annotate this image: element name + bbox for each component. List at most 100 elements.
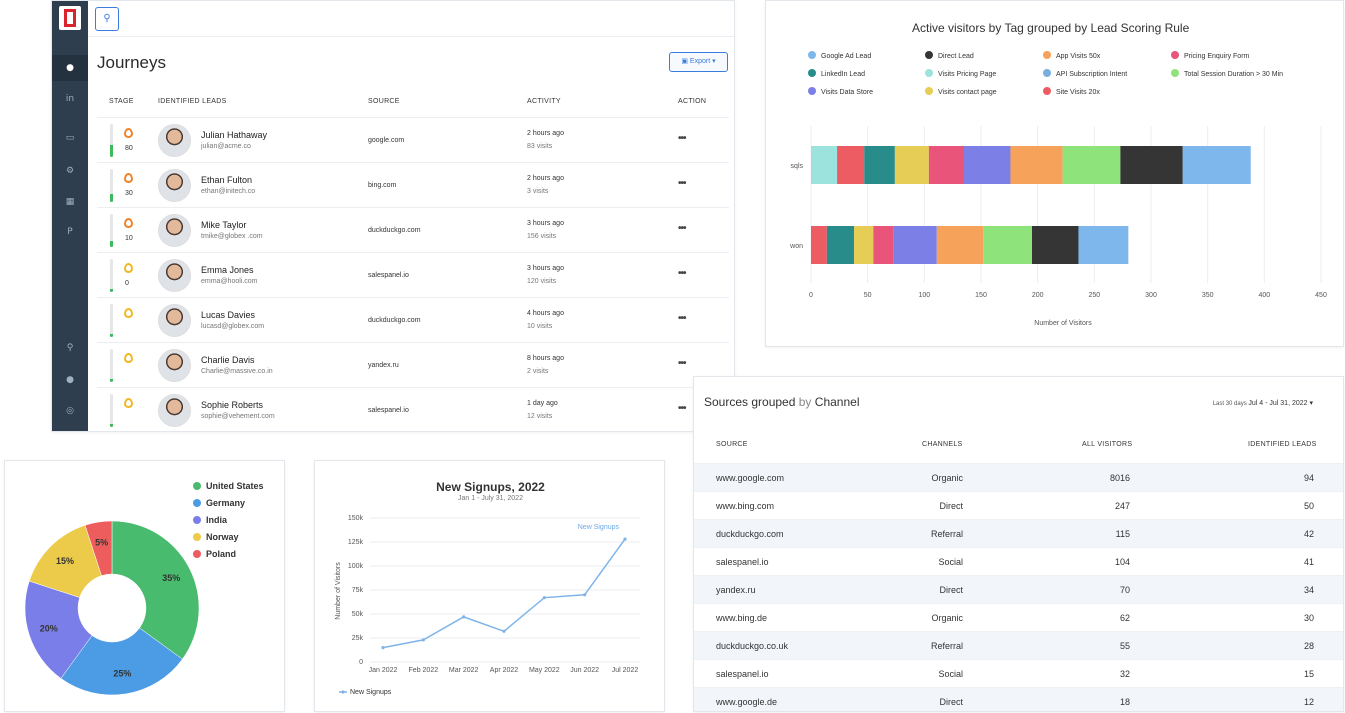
- more-actions-button[interactable]: •••: [678, 223, 686, 234]
- lead-name[interactable]: Emma Jones: [201, 265, 254, 275]
- avatar: [158, 349, 191, 382]
- donut-slice[interactable]: [60, 627, 183, 696]
- lead-row[interactable]: 0 Emma Jones emma@hooli.com salespanel.io 3 …: [97, 252, 729, 297]
- data-point[interactable]: [502, 629, 506, 633]
- donut-slice[interactable]: [111, 520, 200, 660]
- sidebar-help-icon[interactable]: ●: [66, 375, 74, 385]
- activity-visits: 12 visits: [527, 413, 553, 420]
- bar-segment[interactable]: [1120, 146, 1183, 184]
- bar-segment[interactable]: [928, 146, 964, 184]
- bar-segment[interactable]: [864, 146, 895, 184]
- bar-segment[interactable]: [837, 146, 865, 184]
- table-row[interactable]: salespanel.io Social 32 15: [694, 659, 1343, 687]
- x-tick-label: Mar 2022: [449, 667, 479, 674]
- data-point[interactable]: [583, 593, 587, 597]
- lead-name[interactable]: Julian Hathaway: [201, 130, 268, 140]
- avatar: [158, 394, 191, 427]
- bar-segment[interactable]: [811, 146, 838, 184]
- lead-name[interactable]: Charlie Davis: [201, 355, 255, 365]
- table-row[interactable]: salespanel.io Social 104 41: [694, 547, 1343, 575]
- legend-item[interactable]: Visits Pricing Page: [925, 69, 996, 78]
- lead-row[interactable]: 80 Julian Hathaway julian@acme.co google.co…: [97, 117, 729, 162]
- bar-segment[interactable]: [1032, 226, 1079, 264]
- more-actions-button[interactable]: •••: [678, 313, 686, 324]
- more-actions-button[interactable]: •••: [678, 403, 686, 414]
- search-button[interactable]: ⚲: [95, 7, 119, 31]
- date-range-picker[interactable]: Last 30 days Jul 4 - Jul 31, 2022 ▾: [1213, 399, 1313, 407]
- legend-item[interactable]: Direct Lead: [925, 51, 974, 60]
- lead-row[interactable]: 30 Ethan Fulton ethan@initech.co bing.com 2 …: [97, 162, 729, 207]
- sidebar-users-icon[interactable]: ●: [52, 55, 88, 81]
- lead-row[interactable]: 10 Mike Taylor tmike@globex .com duckduckgo…: [97, 207, 729, 252]
- bar-segment[interactable]: [811, 226, 827, 264]
- data-point[interactable]: [462, 615, 466, 619]
- legend-item[interactable]: Norway: [193, 532, 239, 542]
- legend-item[interactable]: Visits Data Store: [808, 87, 873, 96]
- bar-segment[interactable]: [964, 146, 1011, 184]
- legend-item[interactable]: Germany: [193, 498, 245, 508]
- legend-label: Norway: [206, 532, 239, 542]
- export-button[interactable]: ▣ Export ▾: [669, 52, 728, 72]
- lead-name[interactable]: Ethan Fulton: [201, 175, 253, 185]
- bar-segment[interactable]: [1182, 146, 1251, 184]
- activity-visits: 156 visits: [527, 233, 557, 240]
- data-point[interactable]: [421, 638, 425, 642]
- legend-item[interactable]: Total Session Duration > 30 Min: [1171, 69, 1283, 78]
- legend-item[interactable]: LinkedIn Lead: [808, 69, 865, 78]
- bar-segment[interactable]: [1078, 226, 1129, 264]
- more-actions-button[interactable]: •••: [678, 268, 686, 279]
- bar-segment[interactable]: [983, 226, 1032, 264]
- bar-segment[interactable]: [826, 226, 855, 264]
- bar-segment[interactable]: [1010, 146, 1063, 184]
- flame-icon: [124, 218, 133, 228]
- donut-slice[interactable]: [84, 520, 113, 576]
- sidebar-search-icon[interactable]: ⚲: [66, 343, 74, 353]
- legend-item[interactable]: Google Ad Lead: [808, 51, 871, 60]
- bar-segment[interactable]: [854, 226, 874, 264]
- table-row[interactable]: www.google.com Organic 8016 94: [694, 463, 1343, 491]
- legend-item[interactable]: Site Visits 20x: [1043, 87, 1100, 96]
- table-row[interactable]: www.bing.de Organic 62 30: [694, 603, 1343, 631]
- lead-row[interactable]: Charlie Davis Charlie@massive.co.in yandex…: [97, 342, 729, 387]
- legend-item[interactable]: API Subscription Intent: [1043, 69, 1127, 78]
- sidebar-grid-icon[interactable]: ▦: [65, 197, 75, 207]
- table-row[interactable]: duckduckgo.com Referral 115 42: [694, 519, 1343, 547]
- table-row[interactable]: www.google.de Direct 18 12: [694, 687, 1343, 711]
- sidebar-linkedin-icon[interactable]: in: [65, 94, 75, 104]
- more-actions-button[interactable]: •••: [678, 178, 686, 189]
- table-row[interactable]: yandex.ru Direct 70 34: [694, 575, 1343, 603]
- legend-label[interactable]: New Signups: [350, 689, 392, 696]
- stage-bar-fill: [110, 193, 113, 202]
- legend-item[interactable]: India: [193, 515, 227, 525]
- lead-name[interactable]: Mike Taylor: [201, 220, 247, 230]
- donut-slice[interactable]: [24, 580, 93, 679]
- sidebar-settings-icon[interactable]: ◎: [66, 406, 74, 416]
- legend-item[interactable]: Visits contact page: [925, 87, 997, 96]
- data-point[interactable]: [542, 596, 546, 600]
- sidebar-gear-icon[interactable]: ⚙: [65, 166, 75, 176]
- legend-item[interactable]: Pricing Enquiry Form: [1171, 51, 1249, 60]
- legend-item[interactable]: Poland: [193, 549, 236, 559]
- bar-segment[interactable]: [1062, 146, 1121, 184]
- stage-bar: [110, 394, 113, 427]
- more-actions-button[interactable]: •••: [678, 133, 686, 144]
- y-tick-label: 125k: [348, 539, 364, 546]
- lead-row[interactable]: Sophie Roberts sophie@vehement.com salespa…: [97, 387, 729, 431]
- sidebar-inbox-icon[interactable]: ▭: [65, 133, 75, 143]
- data-point[interactable]: [381, 646, 385, 650]
- legend-item[interactable]: United States: [193, 481, 264, 491]
- lead-row[interactable]: Lucas Davies lucasd@globex.com duckduckgo.…: [97, 297, 729, 342]
- legend-item[interactable]: App Visits 50x: [1043, 51, 1100, 60]
- bar-segment[interactable]: [873, 226, 894, 264]
- more-actions-button[interactable]: •••: [678, 358, 686, 369]
- sidebar-p-icon[interactable]: P: [67, 227, 73, 237]
- lead-name[interactable]: Sophie Roberts: [201, 400, 264, 410]
- bar-segment[interactable]: [894, 146, 929, 184]
- table-row[interactable]: www.bing.com Direct 247 50: [694, 491, 1343, 519]
- lead-name[interactable]: Lucas Davies: [201, 310, 256, 320]
- table-row[interactable]: duckduckgo.co.uk Referral 55 28: [694, 631, 1343, 659]
- data-point[interactable]: [623, 537, 627, 541]
- app-logo[interactable]: [59, 6, 81, 30]
- bar-segment[interactable]: [893, 226, 937, 264]
- bar-segment[interactable]: [936, 226, 984, 264]
